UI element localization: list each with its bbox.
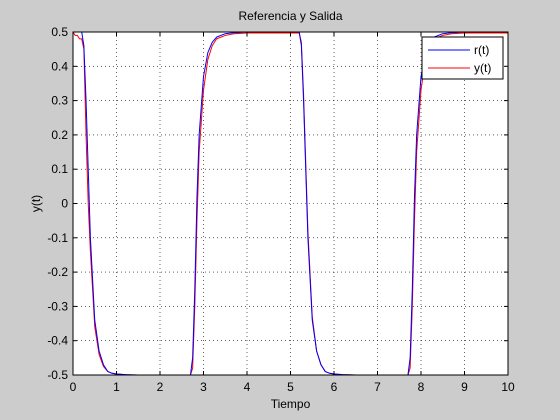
series-line-yt (72, 31, 508, 376)
y-tick-label: -0.1 (47, 231, 68, 245)
x-tick-label: 4 (244, 380, 251, 394)
legend: r(t) y(t) (421, 36, 504, 80)
x-tick-label: 8 (418, 380, 425, 394)
plot-area (73, 32, 508, 375)
axis-ticks: 0 1 2 3 4 5 6 7 8 9 10 -0.5 -0.4 -0.3 -0.2 -0.1 0 0.1 0.2 0… (47, 25, 515, 394)
y-tick-label: 0.3 (51, 94, 68, 108)
y-tick-label: 0.2 (51, 128, 68, 142)
x-tick-label: 5 (287, 380, 294, 394)
y-tick-label: -0.4 (47, 334, 68, 348)
y-tick-label: -0.3 (47, 299, 68, 313)
legend-box (421, 36, 504, 80)
y-tick-label: -0.2 (47, 265, 68, 279)
x-tick-label: 9 (461, 380, 468, 394)
x-axis-label: Tiempo (271, 397, 311, 411)
x-tick-label: 1 (113, 380, 120, 394)
legend-label-y: y(t) (474, 61, 491, 75)
y-tick-label: 0 (61, 197, 68, 211)
x-tick-label: 2 (157, 380, 164, 394)
y-tick-label: 0.5 (51, 25, 68, 39)
y-tick-label: -0.5 (47, 368, 68, 382)
chart-title: Referencia y Salida (238, 9, 342, 23)
x-tick-label: 7 (374, 380, 381, 394)
y-axis-label: y(t) (29, 195, 43, 212)
x-tick-label: 3 (200, 380, 207, 394)
x-tick-label: 6 (331, 380, 338, 394)
grid-lines (73, 32, 508, 375)
y-tick-label: 0.4 (51, 59, 68, 73)
x-tick-label: 10 (501, 380, 515, 394)
y-tick-label: 0.1 (51, 162, 68, 176)
x-tick-label: 0 (70, 380, 77, 394)
legend-label-r: r(t) (474, 43, 489, 57)
